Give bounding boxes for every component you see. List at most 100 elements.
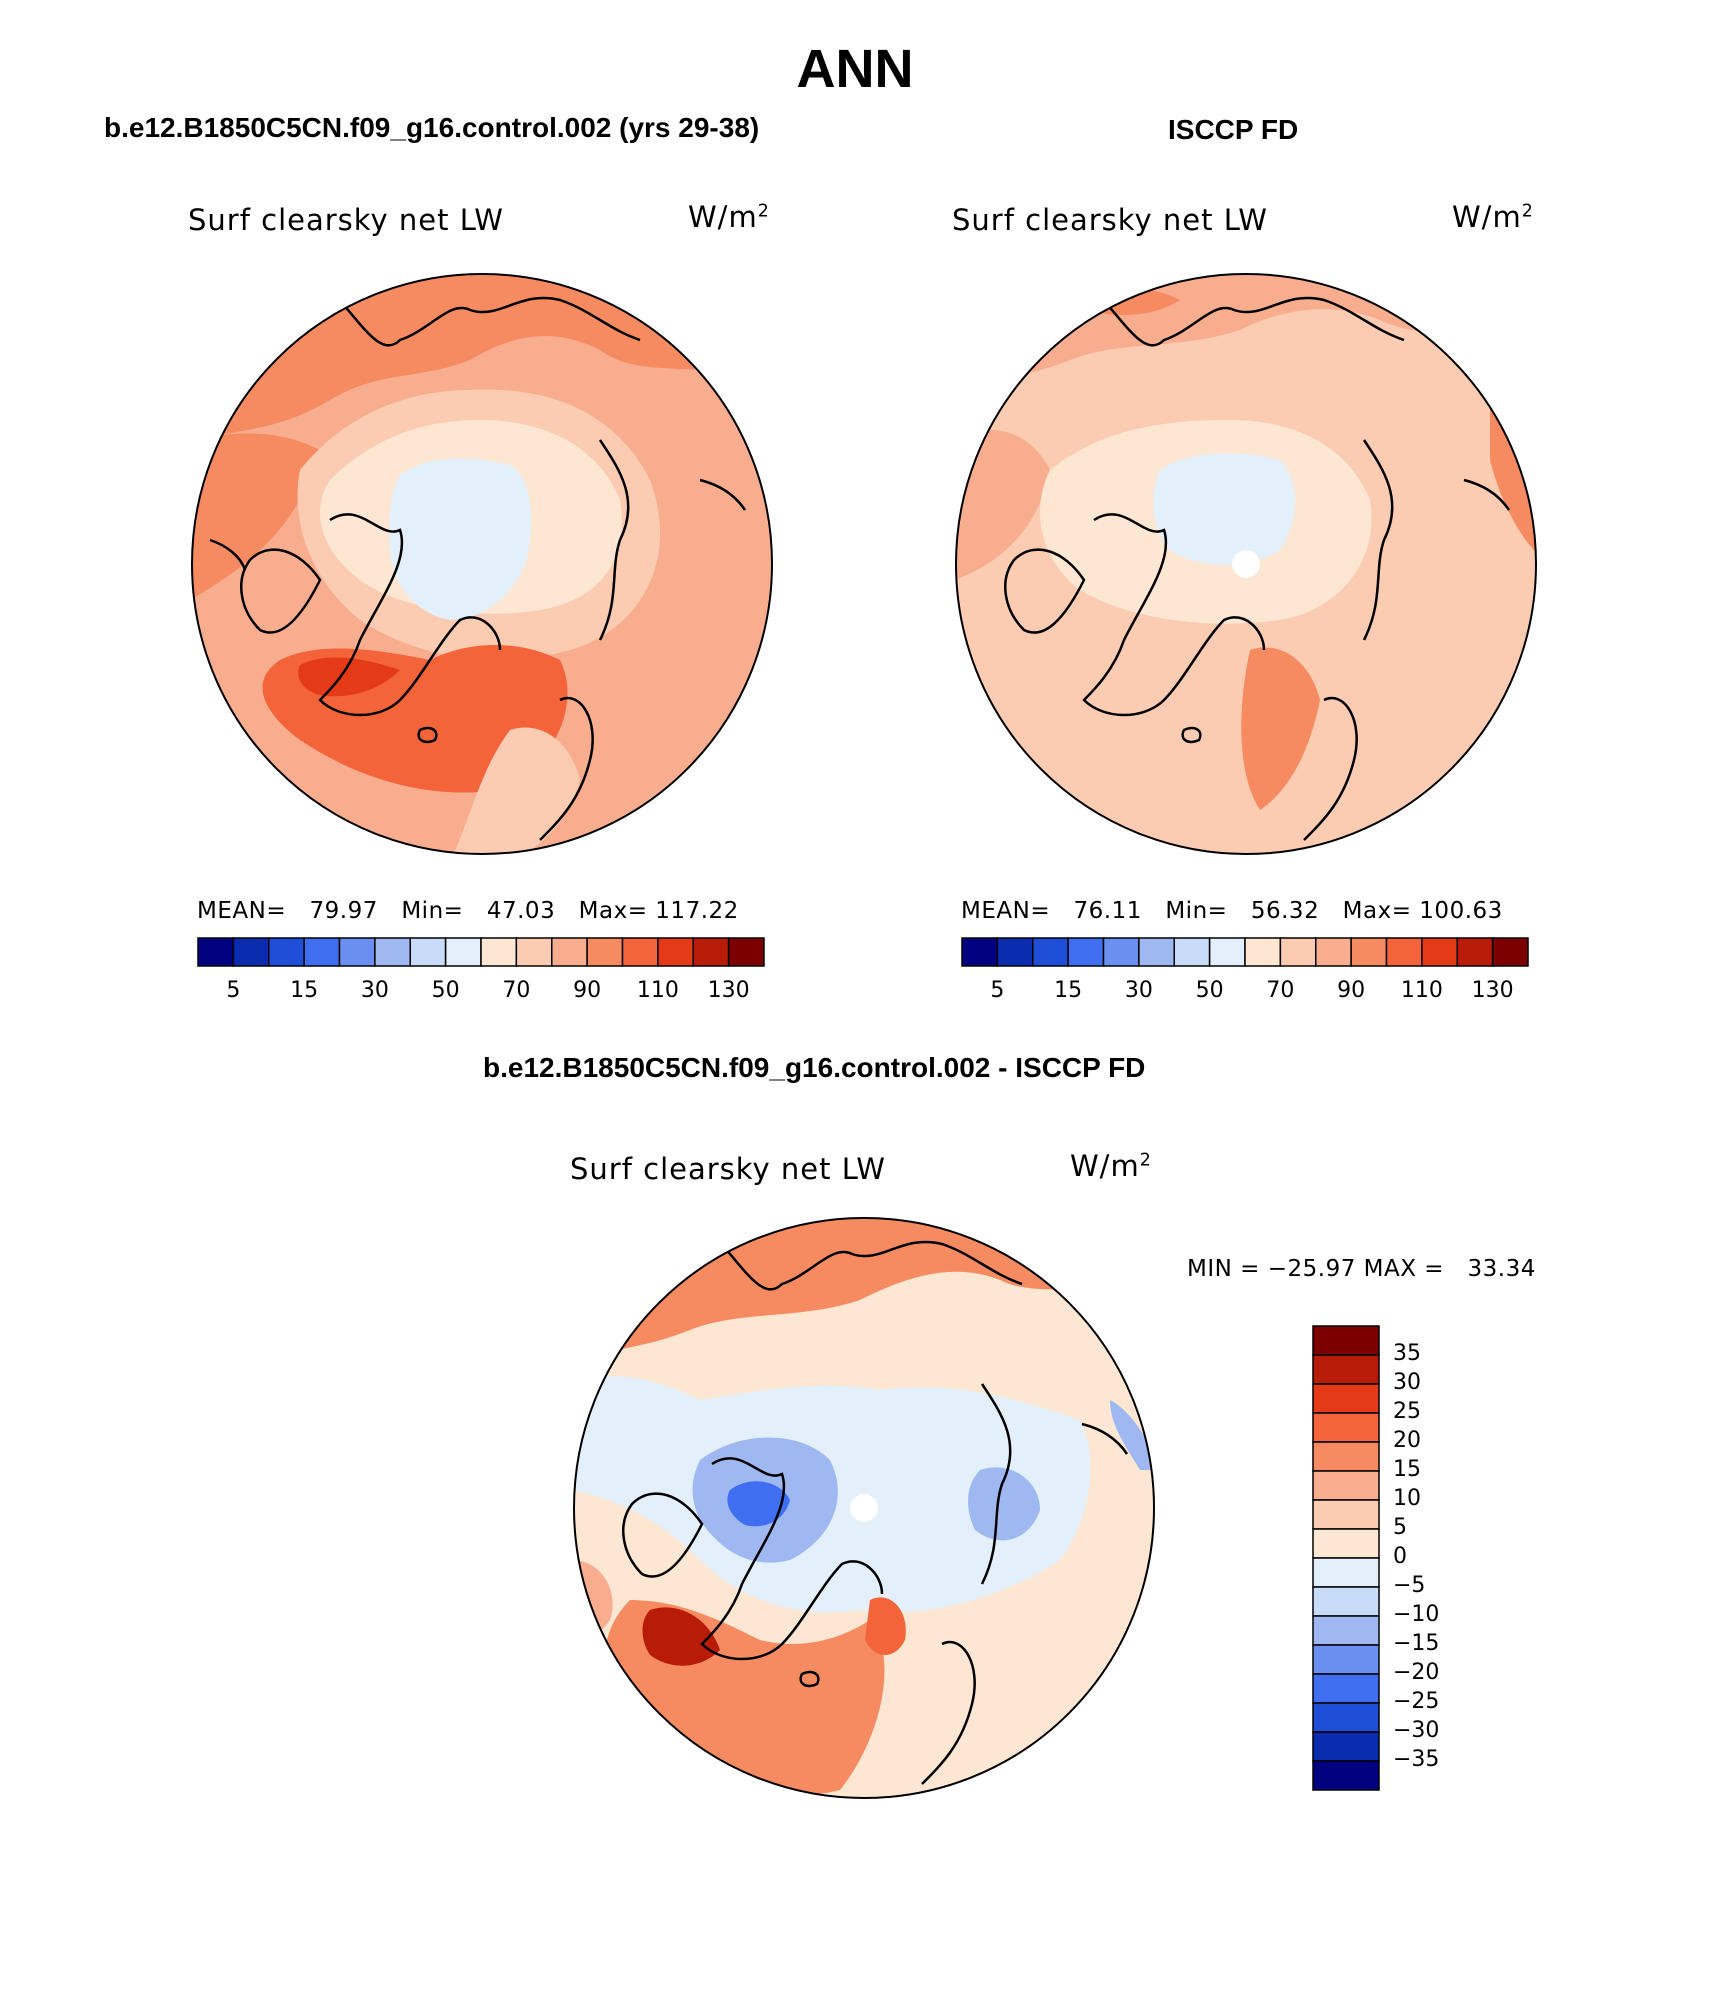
obs-colorbar-swatch: [1138, 937, 1175, 967]
model-colorbar-swatch: [268, 937, 305, 967]
model-colorbar-tick-label: 5: [226, 978, 241, 1003]
diff-colorbar-tick-label: −35: [1393, 1747, 1440, 1772]
diff-colorbar: [1312, 1325, 1380, 1791]
diff-polar-map: [574, 1218, 1154, 1798]
obs-variable-label: Surf clearsky net LW: [952, 203, 1268, 237]
diff-colorbar-tick-label: −20: [1393, 1660, 1440, 1685]
obs-colorbar-swatch: [1279, 937, 1317, 967]
obs-colorbar-swatch: [1350, 937, 1388, 967]
diff-colorbar-swatch: [1312, 1470, 1380, 1501]
diff-colorbar-tick-label: 15: [1393, 1457, 1421, 1482]
model-colorbar-swatch: [444, 937, 482, 967]
model-colorbar-swatch: [232, 937, 270, 967]
obs-colorbar: [961, 937, 1529, 967]
diff-colorbar-swatch: [1312, 1731, 1380, 1762]
diff-colorbar-swatch: [1312, 1354, 1380, 1385]
obs-colorbar-swatch: [961, 937, 999, 967]
diff-colorbar-swatch: [1312, 1325, 1380, 1356]
model-colorbar-tick-label: 15: [290, 978, 319, 1003]
diff-colorbar-swatch: [1312, 1586, 1380, 1617]
obs-colorbar-swatch: [1315, 937, 1352, 967]
model-colorbar-swatch: [409, 937, 447, 967]
model-polar-map: [192, 274, 772, 854]
obs-colorbar-swatch: [1208, 937, 1246, 967]
model-panel-title: b.e12.B1850C5CN.f09_g16.control.002 (yrs…: [104, 112, 760, 143]
obs-colorbar-tick-label: 30: [1124, 978, 1153, 1003]
diff-colorbar-swatch: [1312, 1760, 1380, 1791]
obs-panel-title: ISCCP FD: [1168, 114, 1299, 145]
diff-map-border: [573, 1217, 1155, 1799]
obs-stats: MEAN= 76.11 Min= 56.32 Max= 100.63: [961, 898, 1503, 924]
diff-colorbar-tick-label: 5: [1393, 1515, 1407, 1540]
diff-colorbar-tick-label: −15: [1393, 1631, 1440, 1656]
model-variable-label: Surf clearsky net LW: [188, 203, 504, 237]
diff-colorbar-tick-label: 20: [1393, 1428, 1421, 1453]
obs-colorbar-tick-label: 5: [990, 978, 1005, 1003]
model-colorbar-swatch: [303, 937, 341, 967]
diff-colorbar-swatch: [1312, 1441, 1380, 1472]
obs-colorbar-tick-label: 50: [1195, 978, 1224, 1003]
model-colorbar-swatch: [657, 937, 694, 967]
model-colorbar-tick-label: 110: [636, 978, 679, 1003]
diff-colorbar-tick-label: −25: [1393, 1689, 1440, 1714]
obs-colorbar-swatch: [1067, 937, 1105, 967]
diff-colorbar-swatch: [1312, 1557, 1380, 1588]
obs-colorbar-tick-label: 110: [1400, 978, 1443, 1003]
figure-title: ANN: [796, 39, 914, 99]
obs-units-label: W/m2: [1452, 200, 1534, 234]
diff-variable-label: Surf clearsky net LW: [570, 1152, 886, 1186]
obs-colorbar-swatch: [1102, 937, 1140, 967]
model-colorbar-tick-label: 70: [502, 978, 531, 1003]
diff-colorbar-swatch: [1312, 1499, 1380, 1530]
model-colorbar-swatch: [480, 937, 518, 967]
model-colorbar-swatch: [727, 937, 765, 967]
model-colorbar-swatch: [197, 937, 235, 967]
diff-colorbar-swatch: [1312, 1644, 1380, 1675]
obs-map-border: [955, 273, 1537, 855]
diff-colorbar-tick-label: 25: [1393, 1399, 1421, 1424]
obs-colorbar-tick-label: 15: [1054, 978, 1083, 1003]
model-map-border: [191, 273, 773, 855]
obs-colorbar-swatch: [1456, 937, 1494, 967]
obs-colorbar-tick-label: 130: [1471, 978, 1514, 1003]
diff-colorbar-swatch: [1312, 1412, 1380, 1443]
diff-panel-title: b.e12.B1850C5CN.f09_g16.control.002 - IS…: [483, 1052, 1146, 1083]
diff-colorbar-tick-label: 35: [1393, 1341, 1421, 1366]
model-units-label: W/m2: [688, 200, 770, 234]
obs-colorbar-swatch: [996, 937, 1034, 967]
diff-colorbar-swatch: [1312, 1528, 1380, 1559]
diff-colorbar-swatch: [1312, 1615, 1380, 1646]
model-colorbar-tick-label: 50: [431, 978, 460, 1003]
model-colorbar-tick-label: 30: [360, 978, 389, 1003]
obs-colorbar-tick-label: 70: [1266, 978, 1295, 1003]
obs-colorbar-tick-label: 90: [1337, 978, 1366, 1003]
model-colorbar-swatch: [515, 937, 553, 967]
diff-stats: MIN = −25.97 MAX = 33.34: [1187, 1256, 1536, 1282]
model-colorbar-swatch: [621, 937, 659, 967]
obs-colorbar-swatch: [1244, 937, 1282, 967]
model-colorbar-tick-label: 130: [707, 978, 750, 1003]
model-colorbar-swatch: [551, 937, 588, 967]
obs-colorbar-swatch: [1385, 937, 1423, 967]
model-colorbar-swatch: [692, 937, 730, 967]
diff-colorbar-tick-label: −5: [1393, 1573, 1426, 1598]
diff-colorbar-tick-label: 30: [1393, 1370, 1421, 1395]
model-colorbar-swatch: [586, 937, 624, 967]
model-colorbar: [197, 937, 765, 967]
model-stats: MEAN= 79.97 Min= 47.03 Max= 117.22: [197, 898, 739, 924]
obs-polar-map: [956, 274, 1536, 854]
obs-colorbar-swatch: [1032, 937, 1069, 967]
obs-colorbar-swatch: [1173, 937, 1211, 967]
diff-colorbar-tick-label: −30: [1393, 1718, 1440, 1743]
diff-colorbar-tick-label: 0: [1393, 1544, 1407, 1569]
model-colorbar-swatch: [338, 937, 376, 967]
diff-colorbar-tick-label: 10: [1393, 1486, 1421, 1511]
obs-colorbar-swatch: [1491, 937, 1529, 967]
obs-colorbar-swatch: [1421, 937, 1458, 967]
model-colorbar-swatch: [374, 937, 411, 967]
diff-colorbar-swatch: [1312, 1383, 1380, 1414]
diff-colorbar-swatch: [1312, 1702, 1380, 1733]
diff-units-label: W/m2: [1070, 1149, 1152, 1183]
model-colorbar-tick-label: 90: [573, 978, 602, 1003]
